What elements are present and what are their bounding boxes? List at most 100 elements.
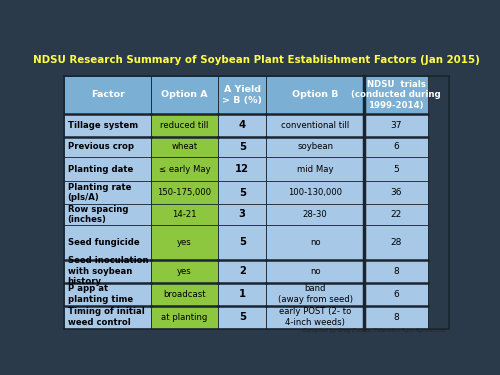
Text: no: no: [310, 267, 320, 276]
Bar: [266, 157, 364, 181]
Text: yes: yes: [177, 267, 192, 276]
Text: reduced till: reduced till: [160, 121, 209, 130]
Bar: [266, 283, 364, 306]
Text: early POST (2- to
4-inch weeds): early POST (2- to 4-inch weeds): [279, 308, 351, 327]
Bar: [266, 181, 364, 204]
Text: 6: 6: [393, 142, 399, 152]
Text: no: no: [310, 238, 320, 247]
Bar: [64, 137, 151, 157]
Text: band
(away from seed): band (away from seed): [278, 284, 353, 304]
Text: Factor: Factor: [90, 90, 124, 99]
Bar: [151, 76, 218, 114]
Bar: [218, 260, 266, 283]
Bar: [364, 137, 428, 157]
Text: 5: 5: [393, 165, 399, 174]
Bar: [151, 225, 218, 260]
Bar: [364, 204, 428, 225]
Text: Planting date: Planting date: [68, 165, 133, 174]
Text: conventional till: conventional till: [281, 121, 349, 130]
Text: Planting rate
(pls/A): Planting rate (pls/A): [68, 183, 131, 203]
Bar: [266, 137, 364, 157]
Bar: [64, 157, 151, 181]
Bar: [266, 114, 364, 137]
Bar: [218, 181, 266, 204]
Bar: [218, 157, 266, 181]
Bar: [64, 225, 151, 260]
Bar: [266, 260, 364, 283]
Text: 3: 3: [239, 209, 246, 219]
Bar: [218, 204, 266, 225]
Text: 5: 5: [238, 188, 246, 198]
Bar: [218, 76, 266, 114]
Bar: [266, 225, 364, 260]
Text: Previous crop: Previous crop: [68, 142, 134, 152]
Text: 150-175,000: 150-175,000: [158, 188, 212, 197]
Bar: [364, 76, 428, 114]
Text: Seed fungicide: Seed fungicide: [68, 238, 139, 247]
Bar: [364, 283, 428, 306]
Bar: [364, 225, 428, 260]
Text: 1: 1: [238, 289, 246, 299]
Text: 37: 37: [390, 121, 402, 130]
Bar: [218, 114, 266, 137]
Text: NDSU Research Summary of Soybean Plant Establishment Factors (Jan 2015): NDSU Research Summary of Soybean Plant E…: [33, 55, 480, 65]
Text: wheat: wheat: [172, 142, 198, 152]
Bar: [266, 76, 364, 114]
Text: 4: 4: [238, 120, 246, 130]
Text: Seed inoculation
with soybean
history: Seed inoculation with soybean history: [68, 256, 148, 286]
Bar: [364, 181, 428, 204]
Text: 22: 22: [390, 210, 402, 219]
Bar: [151, 137, 218, 157]
Bar: [151, 260, 218, 283]
Text: at planting: at planting: [162, 313, 208, 322]
Bar: [218, 225, 266, 260]
Text: Row spacing
(inches): Row spacing (inches): [68, 205, 128, 224]
Text: 14-21: 14-21: [172, 210, 197, 219]
Bar: [266, 204, 364, 225]
Text: 36: 36: [390, 188, 402, 197]
Text: Timing of initial
weed control: Timing of initial weed control: [68, 308, 144, 327]
Bar: [64, 76, 151, 114]
Bar: [364, 157, 428, 181]
Bar: [64, 114, 151, 137]
Text: 2: 2: [239, 266, 246, 276]
Text: P app at
planting time: P app at planting time: [68, 284, 132, 304]
Bar: [364, 114, 428, 137]
Text: mid May: mid May: [297, 165, 334, 174]
Bar: [364, 260, 428, 283]
Bar: [64, 260, 151, 283]
Text: 28: 28: [390, 238, 402, 247]
Text: 6: 6: [393, 290, 399, 298]
Bar: [151, 157, 218, 181]
Text: soybean: soybean: [298, 142, 334, 152]
Text: NDSU  trials
(conducted during
1999-2014): NDSU trials (conducted during 1999-2014): [351, 80, 441, 110]
Bar: [151, 181, 218, 204]
Text: broadcast: broadcast: [163, 290, 206, 298]
Text: 12: 12: [235, 164, 249, 174]
Bar: [151, 283, 218, 306]
Text: Tillage system: Tillage system: [68, 121, 138, 130]
Text: 28-30: 28-30: [303, 210, 328, 219]
Bar: [266, 306, 364, 328]
Text: 100-130,000: 100-130,000: [288, 188, 343, 197]
Bar: [364, 306, 428, 328]
Bar: [64, 283, 151, 306]
Text: 8: 8: [393, 267, 399, 276]
Text: Option B: Option B: [292, 90, 339, 99]
Bar: [218, 137, 266, 157]
Text: 8: 8: [393, 313, 399, 322]
Bar: [64, 306, 151, 328]
Bar: [151, 114, 218, 137]
Text: yes: yes: [177, 238, 192, 247]
Text: 5: 5: [238, 142, 246, 152]
Bar: [151, 204, 218, 225]
Bar: [151, 306, 218, 328]
Text: 5: 5: [238, 237, 246, 247]
Bar: [218, 306, 266, 328]
Text: ≤ early May: ≤ early May: [159, 165, 210, 174]
Text: 5: 5: [238, 312, 246, 322]
Bar: [64, 181, 151, 204]
Bar: [218, 283, 266, 306]
Text: Option A: Option A: [161, 90, 208, 99]
Text: A Yield
> B (%): A Yield > B (%): [222, 85, 262, 105]
